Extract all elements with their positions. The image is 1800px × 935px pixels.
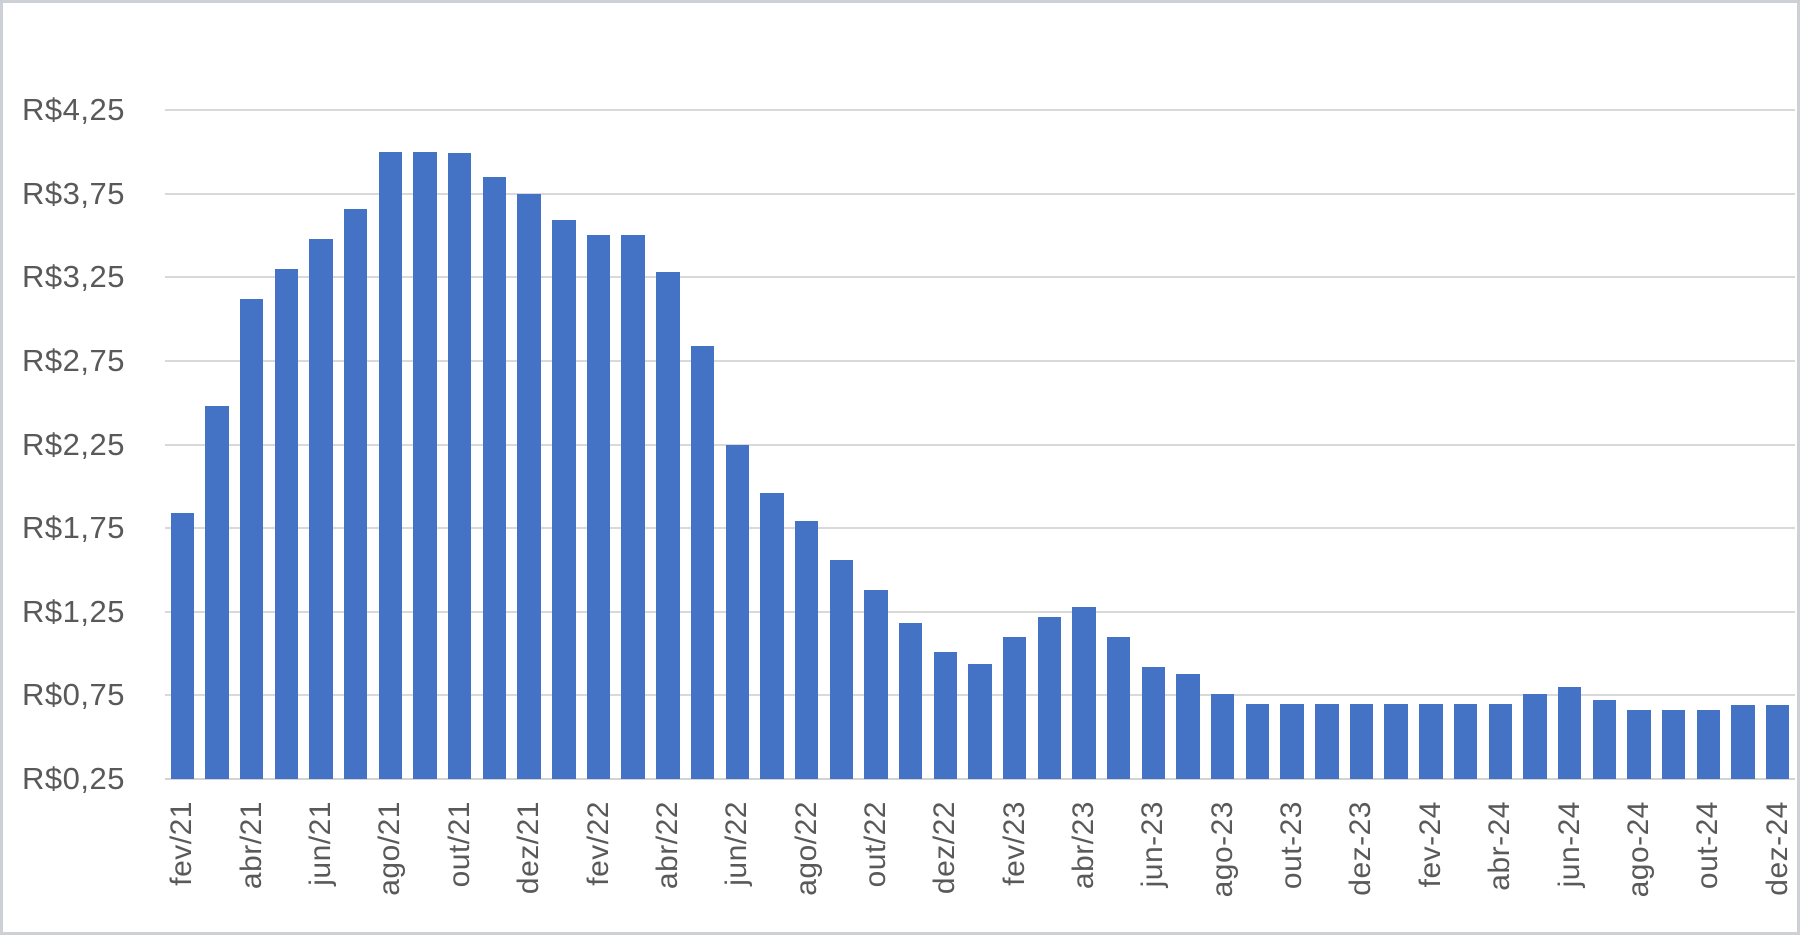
x-tick-label: dez-23 bbox=[1344, 801, 1378, 896]
bar bbox=[1627, 710, 1651, 779]
x-tick-label: out/21 bbox=[442, 801, 476, 888]
gridline bbox=[165, 610, 1795, 613]
x-tick-label: dez-24 bbox=[1760, 801, 1794, 896]
bar bbox=[656, 272, 680, 779]
bar bbox=[1557, 687, 1582, 779]
y-tick-label: R$1,75 bbox=[22, 510, 125, 546]
bar bbox=[1765, 705, 1790, 779]
bar bbox=[1280, 703, 1304, 779]
x-tick-label: ago-24 bbox=[1621, 801, 1655, 898]
x-tick-label: jun/22 bbox=[720, 801, 754, 886]
bar bbox=[1349, 703, 1374, 779]
bar bbox=[1419, 703, 1443, 779]
bar bbox=[239, 298, 264, 779]
gridline bbox=[165, 527, 1795, 530]
x-tick-label: abr/22 bbox=[650, 801, 684, 890]
x-tick-label: abr-24 bbox=[1483, 801, 1517, 891]
bar bbox=[205, 406, 229, 779]
gridline bbox=[165, 276, 1795, 279]
bar bbox=[448, 153, 472, 779]
y-tick-label: R$2,25 bbox=[22, 426, 125, 462]
x-tick-label: fev/22 bbox=[581, 801, 615, 886]
y-tick-label: R$0,75 bbox=[22, 677, 125, 713]
bar bbox=[1211, 693, 1235, 779]
bar bbox=[760, 493, 784, 779]
y-tick-label: R$3,75 bbox=[22, 175, 125, 211]
bar bbox=[344, 208, 368, 779]
gridline bbox=[165, 192, 1795, 195]
bar bbox=[1453, 703, 1478, 779]
bar bbox=[1037, 616, 1062, 779]
bar bbox=[1315, 703, 1339, 779]
x-tick-label: jun/21 bbox=[304, 801, 338, 886]
bar bbox=[413, 151, 437, 779]
bar bbox=[690, 345, 715, 779]
x-tick-label: dez/22 bbox=[928, 801, 962, 895]
gridline bbox=[165, 443, 1795, 446]
x-tick-label: fev/23 bbox=[997, 801, 1031, 886]
x-tick-label: jun-24 bbox=[1552, 801, 1586, 888]
x-tick-label: fev/21 bbox=[165, 801, 199, 886]
bar bbox=[1731, 705, 1755, 779]
bar bbox=[1072, 606, 1096, 779]
x-tick-label: fev-24 bbox=[1413, 801, 1447, 888]
bar bbox=[898, 623, 923, 779]
bar bbox=[621, 235, 645, 779]
x-tick-label: ago-23 bbox=[1205, 801, 1239, 898]
bar bbox=[170, 513, 195, 779]
bar bbox=[1661, 710, 1686, 779]
bar bbox=[586, 235, 611, 779]
bar bbox=[1002, 636, 1027, 779]
bar bbox=[1488, 703, 1512, 779]
x-tick-label: dez/21 bbox=[512, 801, 546, 895]
bar bbox=[1176, 673, 1200, 779]
bar bbox=[1523, 693, 1547, 779]
x-tick-label: jun-23 bbox=[1136, 801, 1170, 888]
bar bbox=[968, 663, 992, 779]
bar bbox=[725, 444, 749, 779]
y-tick-label: R$2,75 bbox=[22, 342, 125, 378]
bar bbox=[1141, 666, 1166, 779]
x-tick-label: abr/21 bbox=[234, 801, 268, 890]
bar bbox=[1384, 703, 1408, 779]
gridline bbox=[165, 359, 1795, 362]
x-tick-label: ago/21 bbox=[373, 801, 407, 896]
y-tick-label: R$3,25 bbox=[22, 259, 125, 295]
x-axis-line bbox=[165, 778, 1795, 780]
bar bbox=[274, 268, 299, 779]
y-tick-label: R$1,25 bbox=[22, 593, 125, 629]
bar bbox=[933, 651, 958, 779]
bar bbox=[552, 220, 576, 779]
bar bbox=[1592, 700, 1616, 779]
x-tick-label: out-24 bbox=[1691, 801, 1725, 890]
y-tick-label: R$0,25 bbox=[22, 761, 125, 796]
x-tick-label: out/22 bbox=[858, 801, 892, 888]
bar bbox=[482, 176, 507, 779]
bar bbox=[309, 238, 333, 779]
bar bbox=[1245, 703, 1270, 779]
bar bbox=[794, 521, 819, 779]
gridline bbox=[165, 109, 1795, 111]
bar bbox=[1107, 636, 1131, 779]
bar bbox=[378, 151, 403, 779]
bar bbox=[829, 559, 853, 779]
x-tick-label: out-23 bbox=[1275, 801, 1309, 890]
x-tick-label: abr/23 bbox=[1067, 801, 1101, 890]
y-tick-label: R$4,25 bbox=[22, 92, 125, 127]
bar bbox=[864, 590, 888, 779]
bar bbox=[517, 193, 541, 779]
x-tick-label: ago/22 bbox=[789, 801, 823, 896]
bar bbox=[1696, 710, 1720, 779]
